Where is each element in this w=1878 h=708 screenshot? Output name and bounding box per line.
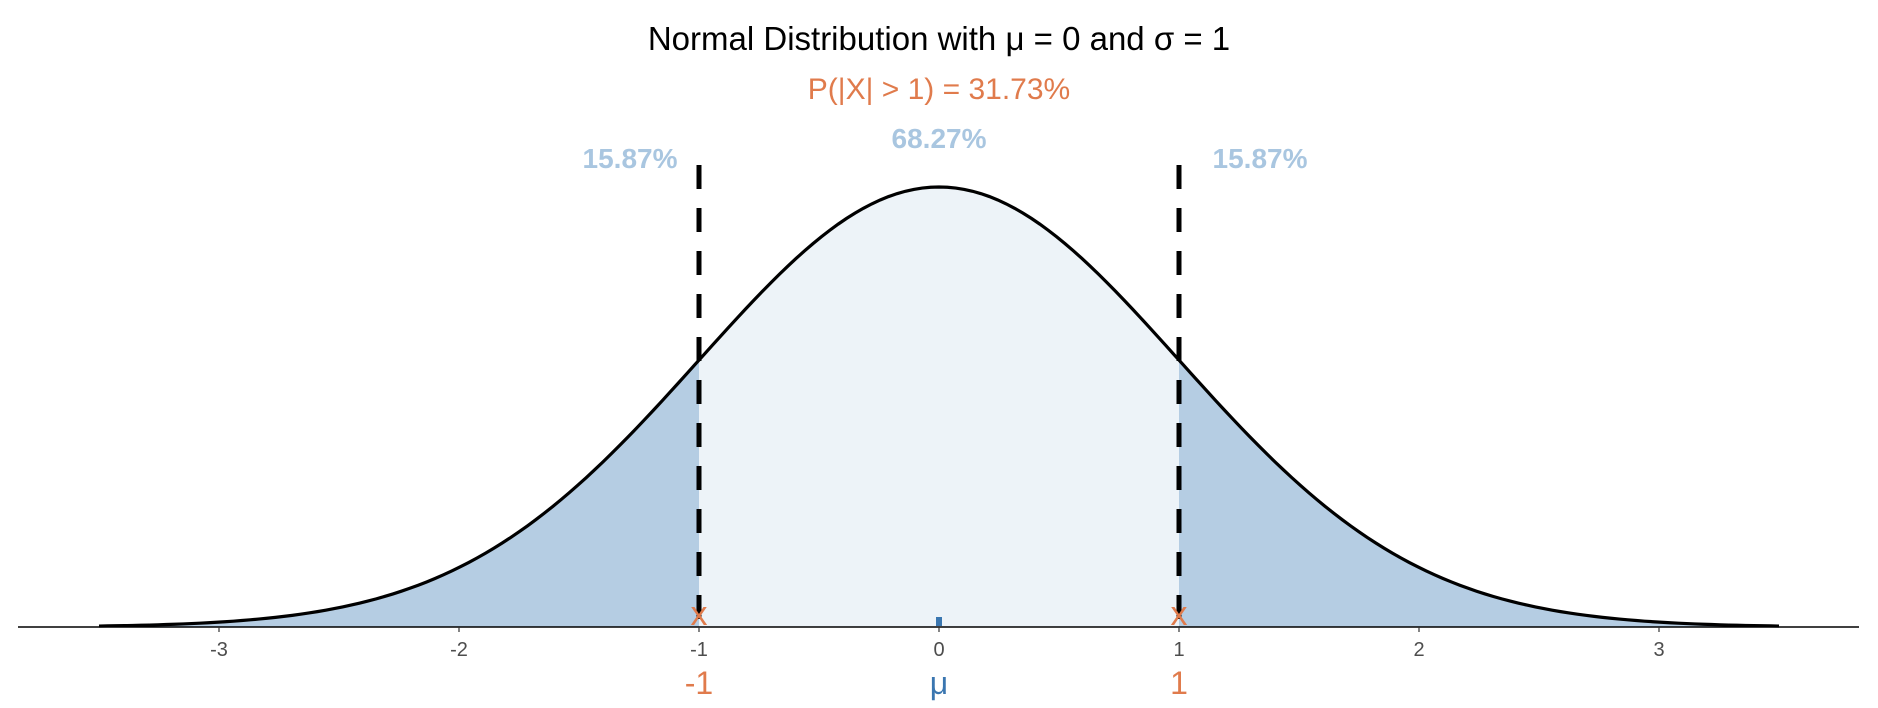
right-tail-area <box>1179 360 1779 627</box>
shaded-areas <box>99 186 1779 627</box>
right-tail-label: 15.87% <box>1213 143 1308 174</box>
marker-label: 1 <box>1170 665 1188 701</box>
left-tail-label: 15.87% <box>583 143 678 174</box>
x-tick-label: 1 <box>1173 639 1184 661</box>
center-region-label: 68.27% <box>892 123 987 154</box>
x-tick-label: 2 <box>1413 639 1424 661</box>
left-tail-area <box>99 360 699 627</box>
marker-label: μ <box>930 665 948 701</box>
markers: x -1 μ x 1 <box>685 595 1188 701</box>
cutoff-x-marker: x <box>691 595 708 633</box>
density-curve <box>98 185 1780 628</box>
marker-label: -1 <box>685 665 713 701</box>
x-tick-label: -3 <box>210 639 228 661</box>
mean-tick-marker <box>936 617 942 626</box>
chart-subtitle: P(|X| > 1) = 31.73% <box>808 73 1070 106</box>
x-axis-ticks: -3 -2 -1 0 1 2 3 <box>210 627 1665 661</box>
cutoff-lines <box>696 165 1182 627</box>
chart-title: Normal Distribution with μ = 0 and σ = 1 <box>648 20 1230 57</box>
center-area <box>699 186 1179 627</box>
x-tick-label: -1 <box>690 639 708 661</box>
x-tick-label: -2 <box>450 639 468 661</box>
x-tick-label: 3 <box>1653 639 1664 661</box>
x-tick-label: 0 <box>933 639 944 661</box>
cutoff-x-marker: x <box>1171 595 1188 633</box>
